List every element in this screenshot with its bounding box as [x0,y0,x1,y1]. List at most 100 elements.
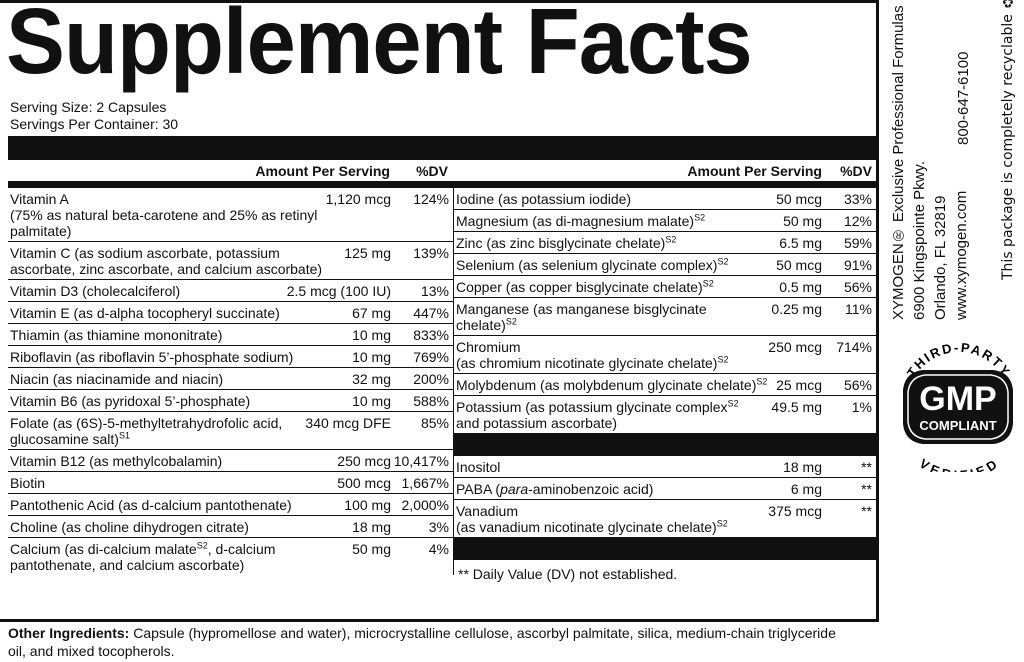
nutrient-cell: Vanadium 375 mcg ** (as vanadium nicotinate… [456,503,872,535]
nutrient-line: Vitamin B6 (as pyridoxal 5’-phosphate) 10… [10,393,449,409]
nutrient-row: Iodine (as potassium iodide) 50 mcg 33% [454,188,876,210]
street: 6900 Kingspointe Pkwy. [911,161,928,320]
badge-main: GMP [919,380,996,418]
nutrient-line: Calcium (as di-calcium malateS2, d-calci… [10,541,449,573]
nutrient-row: Chromium 250 mcg 714% (as chromium nicotina… [454,336,876,374]
text: (75% as natural beta-carotene and 25% as… [10,207,318,239]
amount-header: Amount Per Serving [255,162,390,179]
other-ingredients-text: Capsule (hypromellose and water), microc… [8,625,836,659]
nutrient-amount: 125 mg [344,245,391,261]
text: Folate (as (6S)-5-methyltetrahydrofolic … [10,415,283,447]
nutrient-dv: 1,667% [401,475,449,491]
other-ingredients-label: Other Ingredients: [8,625,130,641]
nutrient-amount: 250 mcg [337,453,391,469]
text: PABA ( [456,481,501,497]
phone: 800-647-6100 [955,51,972,145]
nutrient-row: Molybdenum (as molybdenum glycinate chel… [454,374,876,396]
text: Molybdenum (as molybdenum glycinate chel… [456,377,757,393]
nutrient-amount: 340 mcg DFE [305,415,391,431]
superscript: S2 [717,354,729,365]
nutrient-row: Niacin (as niacinamide and niacin) 32 mg 2… [8,368,453,390]
nutrient-row: Vitamin E (as d-alpha tocopheryl succina… [8,302,453,324]
nutrient-amount: 18 mg [352,519,391,535]
nutrient-cell: Niacin (as niacinamide and niacin) 32 mg 2… [10,371,449,387]
nutrient-cell: Thiamin (as thiamine mononitrate) 10 mg 83… [10,327,449,343]
text: Vitamin E (as d-alpha tocopheryl succina… [10,305,280,321]
servings-per-container: Servings Per Container: 30 [10,116,179,132]
nutrient-dv: 139% [413,245,449,261]
nutrient-name: Riboflavin (as riboflavin 5’-phosphate s… [10,349,352,365]
nutrient-cell: Vitamin B6 (as pyridoxal 5’-phosphate) 10… [10,393,449,409]
nutrient-amount: 50 mcg [776,191,822,207]
text: Iodine (as potassium iodide) [456,191,632,207]
nutrient-dv: 714% [836,339,872,355]
nutrient-amount: 32 mg [352,371,391,387]
nutrient-amount: 1,120 mcg [325,191,391,207]
nutrient-dv: 11% [845,301,872,317]
nutrient-name: Vitamin C (as sodium ascorbate, potassiu… [10,245,344,277]
divider-bar [8,181,876,188]
nutrient-amount: 49.5 mg [771,399,822,415]
nutrient-name: Choline (as choline dihydrogen citrate) [10,519,352,535]
city: Orlando, FL 32819 [932,195,949,320]
nutrient-line: Inositol 18 mg ** [456,459,872,475]
nutrient-dv: 56% [843,377,872,393]
divider-bar [454,434,876,456]
nutrient-dv: 56% [843,279,872,295]
nutrient-line: Potassium (as potassium glycinate comple… [456,399,872,431]
nutrient-dv: 200% [413,371,449,387]
nutrient-amount: 67 mg [352,305,391,321]
nutrient-cell: Magnesium (as di-magnesium malate)S2 50 m… [456,213,872,229]
nutrient-amount: 2.5 mcg (100 IU) [286,283,391,299]
nutrient-row: Selenium (as selenium glycinate complex)… [454,254,876,276]
badge-sub: COMPLIANT [919,418,996,433]
text: , d-calcium pantothenate, and calcium as… [10,541,276,573]
superscript: S2 [716,518,728,529]
nutrient-name: Selenium (as selenium glycinate complex)… [456,257,776,273]
nutrient-line: Iodine (as potassium iodide) 50 mcg 33% [456,191,872,207]
right-column: Iodine (as potassium iodide) 50 mcg 33% Mag… [454,188,876,588]
text: Copper (as copper bisglycinate chelate) [456,279,703,295]
left-column: Vitamin A 1,120 mcg 124% (75% as natural be… [8,188,454,575]
amount-header: Amount Per Serving [687,162,822,179]
gmp-badge: THIRD-PARTY GMP COMPLIANT VERIFIED [903,342,1013,472]
nutrient-row: Folate (as (6S)-5-methyltetrahydrofolic … [8,412,453,450]
nutrient-name: PABA (para-aminobenzoic acid) [456,481,791,497]
badge-bottom-text: VERIFIED [917,456,1002,472]
text: Vitamin A [10,191,69,207]
nutrient-line: PABA (para-aminobenzoic acid) 6 mg ** [456,481,872,497]
nutrient-line: Thiamin (as thiamine mononitrate) 10 mg 83… [10,327,449,343]
nutrient-amount: 0.25 mg [771,301,822,317]
nutrient-row: Zinc (as zinc bisglycinate chelate)S2 6.5… [454,232,876,254]
dv-header: %DV [840,162,872,179]
nutrient-amount: 50 mg [783,213,822,229]
nutrient-line: Molybdenum (as molybdenum glycinate chel… [456,377,872,393]
nutrient-cell: Chromium 250 mcg 714% (as chromium nicotina… [456,339,872,371]
nutrient-cell: PABA (para-aminobenzoic acid) 6 mg ** [456,481,872,497]
nutrient-row: Vanadium 375 mcg ** (as vanadium nicotinate… [454,500,876,538]
nutrient-dv: 91% [843,257,872,273]
nutrient-cell: Riboflavin (as riboflavin 5’-phosphate s… [10,349,449,365]
nutrient-detail: (75% as natural beta-carotene and 25% as… [10,207,350,239]
text: Potassium (as potassium glycinate comple… [456,399,728,415]
divider-bar [8,136,876,160]
badge-inner-border [907,374,1009,440]
nutrient-amount: 25 mcg [776,377,822,393]
text: -aminobenzoic acid) [528,481,654,497]
nutrient-cell: Iodine (as potassium iodide) 50 mcg 33% [456,191,872,207]
nutrient-line: Riboflavin (as riboflavin 5’-phosphate s… [10,349,449,365]
nutrient-cell: Vitamin B12 (as methylcobalamin) 250 mcg 1… [10,453,449,469]
text: (as vanadium nicotinate glycinate chelat… [456,519,717,535]
nutrient-cell: Manganese (as manganese bisglycinate che… [456,301,872,333]
nutrient-row: Riboflavin (as riboflavin 5’-phosphate s… [8,346,453,368]
nutrient-dv: 4% [428,541,449,557]
text: Manganese (as manganese bisglycinate che… [456,301,707,333]
recycle-note: This package is completely recyclable ♻ [1000,0,1016,280]
nutrient-dv: 13% [420,283,449,299]
text: Inositol [456,459,501,475]
nutrient-amount: 10 mg [352,349,391,365]
supplement-facts-panel: Supplement Facts Serving Size: 2 Capsule… [0,0,879,622]
superscript: S2 [756,376,768,387]
nutrient-dv: 3% [428,519,449,535]
nutrient-name: Inositol [456,459,783,475]
